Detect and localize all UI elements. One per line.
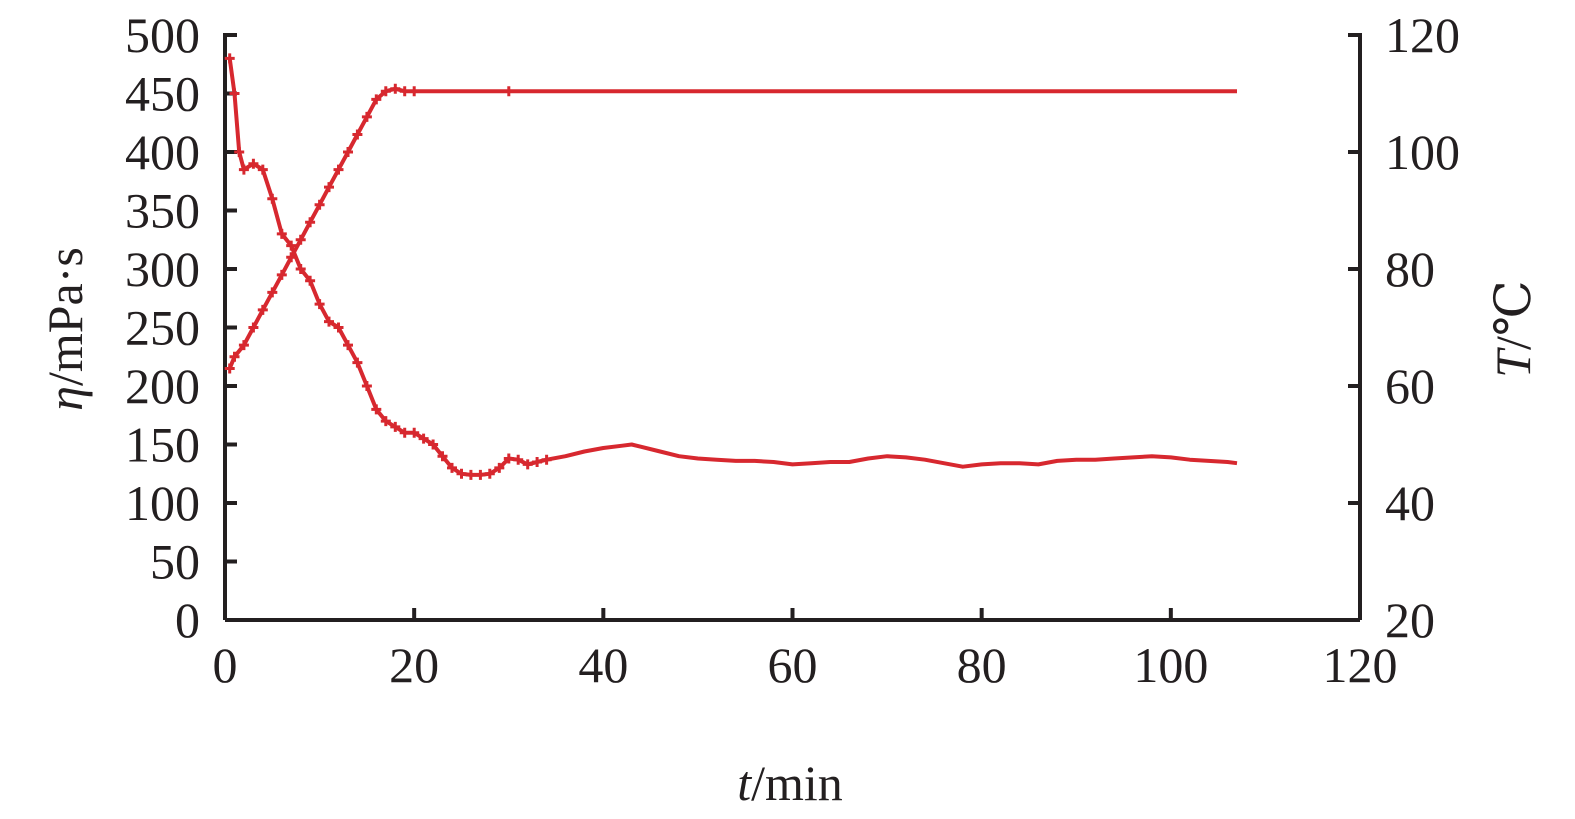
y-right-tick-label: 120 — [1385, 7, 1460, 63]
viscosity-point — [380, 416, 391, 427]
temperature-point — [286, 252, 297, 263]
labels-layer: t/min η/mPa·s T/℃ — [37, 247, 1541, 811]
viscosity-point — [276, 228, 287, 239]
x-tick-label: 0 — [213, 637, 238, 693]
temperature-point — [399, 86, 410, 97]
viscosity-point — [399, 427, 410, 438]
x-tick-label: 20 — [389, 637, 439, 693]
y-left-tick-label: 250 — [125, 300, 200, 356]
viscosity-point — [532, 457, 543, 467]
temperature-point — [409, 86, 420, 97]
viscosity-point — [257, 164, 268, 175]
viscosity-point — [447, 462, 457, 473]
viscosity-point — [267, 193, 278, 204]
viscosity-point — [465, 469, 476, 480]
y-right-tick-label: 80 — [1385, 241, 1435, 297]
viscosity-point — [248, 158, 259, 169]
temperature-point — [224, 363, 235, 374]
temperature-point — [267, 287, 278, 298]
x-tick-label: 60 — [768, 637, 818, 693]
temperature-point — [361, 111, 372, 122]
viscosity-point — [224, 53, 235, 64]
y-right-tick-label: 40 — [1385, 475, 1435, 531]
y-right-tick-label: 100 — [1385, 124, 1460, 180]
viscosity-point — [286, 240, 297, 251]
viscosity-point — [456, 468, 467, 479]
y-left-tick-label: 500 — [125, 7, 200, 63]
viscosity-point — [238, 164, 249, 175]
viscosity-point — [494, 462, 505, 473]
viscosity-point — [522, 459, 533, 470]
viscosity-point — [503, 453, 514, 464]
temperature-point — [352, 129, 363, 140]
viscosity-point — [361, 381, 372, 391]
y-left-tick-label: 150 — [125, 417, 200, 473]
y-right-axis-title-var: T — [1485, 347, 1541, 378]
y-right-axis-title: T/℃ — [1485, 280, 1541, 378]
viscosity-point — [484, 468, 495, 479]
series-layer — [224, 53, 1238, 480]
temperature-point — [229, 351, 240, 362]
viscosity-point — [333, 322, 344, 333]
y-right-tick-label: 20 — [1385, 592, 1435, 648]
y-right-axis-title-unit: /℃ — [1485, 280, 1541, 350]
temperature-point — [276, 269, 287, 280]
x-tick-label: 40 — [578, 637, 628, 693]
temperature-point — [305, 217, 316, 228]
viscosity-point — [352, 357, 363, 368]
viscosity-point — [428, 439, 439, 450]
y-left-axis-title: η/mPa·s — [37, 247, 93, 411]
temperature-point — [324, 182, 334, 193]
viscosity-point — [314, 299, 325, 310]
y-left-tick-label: 350 — [125, 183, 200, 239]
viscosity-point — [475, 469, 486, 480]
temperature-point — [343, 147, 353, 157]
x-axis-title: t/min — [737, 755, 843, 811]
temperature-point — [333, 164, 344, 175]
axes-layer: 0 20 40 60 80 100 1200501001502002503003504004… — [125, 7, 1460, 693]
temperature-series-line — [227, 86, 1237, 370]
viscosity-point — [437, 451, 448, 462]
temperature-point — [248, 322, 259, 333]
viscosity-point — [343, 340, 353, 351]
viscosity-point — [418, 433, 429, 444]
y-left-tick-label: 450 — [125, 66, 200, 122]
y-left-axis-title-unit: /mPa·s — [37, 247, 93, 386]
viscosity-point — [234, 147, 245, 157]
x-tick-label: 80 — [957, 637, 1007, 693]
y-left-tick-label: 200 — [125, 358, 200, 414]
x-tick-label: 100 — [1133, 637, 1208, 693]
y-left-tick-label: 50 — [150, 534, 200, 590]
temperature-point — [314, 199, 325, 210]
viscosity-point — [324, 316, 334, 327]
viscosity-point — [371, 404, 382, 415]
viscosity-series-line — [227, 58, 1238, 477]
temperature-point — [238, 340, 249, 351]
y-left-tick-label: 100 — [125, 475, 200, 531]
y-left-tick-label: 300 — [125, 241, 200, 297]
temperature-point — [380, 86, 391, 97]
temperature-point — [371, 94, 382, 105]
x-axis-title-var: t — [737, 755, 752, 811]
y-right-tick-label: 60 — [1385, 358, 1435, 414]
y-left-axis-title-var: η — [37, 386, 93, 411]
viscosity-point — [295, 264, 306, 274]
x-axis-title-unit: /min — [751, 755, 843, 811]
y-left-tick-label: 0 — [175, 592, 200, 648]
y-left-tick-label: 400 — [125, 124, 200, 180]
viscosity-point — [541, 454, 552, 465]
viscosity-point — [390, 421, 401, 432]
viscosity-point — [229, 88, 240, 99]
temperature-point — [503, 86, 514, 97]
viscosity-point — [513, 454, 524, 465]
x-tick-label: 120 — [1323, 637, 1398, 693]
temperature-point — [390, 83, 401, 94]
viscosity-point — [305, 275, 316, 286]
viscosity-point — [409, 427, 420, 438]
temperature-point — [295, 234, 306, 245]
temperature-point — [257, 304, 268, 315]
